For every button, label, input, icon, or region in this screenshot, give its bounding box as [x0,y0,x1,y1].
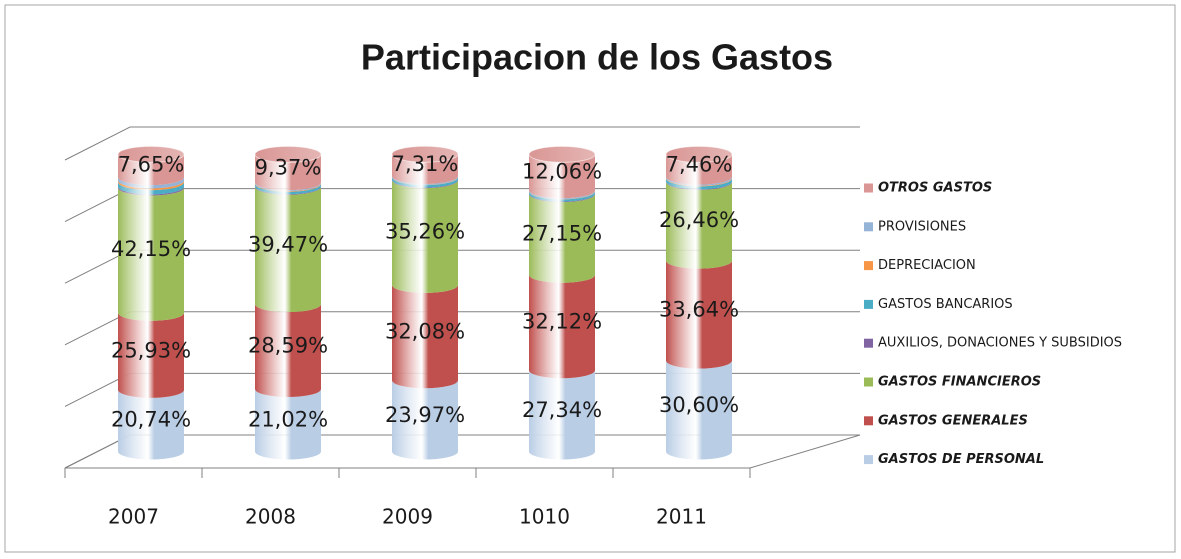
legend-swatch [864,299,873,309]
bar-segment [255,154,321,191]
bar-segment [255,183,321,195]
chart-title: Participacion de los Gastos [361,37,833,78]
legend-swatch [864,222,873,232]
legend-label: GASTOS DE PERSONAL [878,452,1044,467]
bar-segment [666,154,732,185]
legend-swatch [864,377,873,387]
data-label: 32,12% [522,310,602,334]
bar-segment [255,304,321,398]
legend-swatch [864,183,873,193]
legend-swatch [864,455,873,465]
bar-segment [118,177,184,189]
bar-segment [666,260,732,369]
bar-segment [392,284,458,389]
data-label: 7,31% [392,152,459,176]
legend-swatch [864,416,873,426]
data-label: 26,46% [659,208,739,232]
bar-segment [118,180,184,191]
bar-segment [666,178,732,190]
data-label: 12,06% [522,159,602,183]
bar-segment [118,154,184,186]
legend-label: AUXILIOS, DONACIONES Y SUBSIDIOS [878,336,1122,351]
x-tick-label: 1010 [519,505,570,529]
x-tick-label: 2009 [382,505,433,529]
x-tick-label: 2007 [108,505,159,529]
legend-label: PROVISIONES [878,219,966,234]
bar-top [117,145,185,163]
legend-label: GASTOS GENERALES [878,413,1028,428]
data-label: 27,15% [522,221,602,245]
data-label: 7,46% [666,152,733,176]
data-label: 30,60% [659,393,739,417]
bar-segment [666,181,732,269]
x-tick-label: 2011 [656,505,707,529]
data-label: 7,65% [118,153,185,177]
bar-top [391,145,459,163]
data-label: 23,97% [385,403,465,427]
data-label: 28,59% [248,334,328,358]
data-label: 20,74% [111,408,191,432]
data-label: 25,93% [111,338,191,362]
legend-label: GASTOS BANCARIOS [878,297,1013,312]
bar-top [254,145,322,163]
bar-segment [255,186,321,313]
x-tick-label: 2008 [245,505,296,529]
bar-segment [666,360,732,460]
data-label: 21,02% [248,407,328,431]
legend-swatch [864,261,873,271]
bar-segment [529,194,595,283]
bar-segment [529,370,595,460]
legend-label: OTROS GASTOS [878,181,992,196]
bar-segment [529,191,595,202]
legend-swatch [864,338,873,348]
bar-top [665,145,733,163]
bar-segment [529,274,595,379]
data-label: 32,08% [385,320,465,344]
bar-segment [118,187,184,321]
legend-label: DEPRECIACION [878,258,976,273]
data-label: 35,26% [385,220,465,244]
bar-segment [392,180,458,293]
bar-top [528,145,596,163]
bar-segment [392,177,458,188]
floor [64,434,861,469]
bar-segment [118,389,184,460]
data-label: 9,37% [255,155,322,179]
legend-label: GASTOS FINANCIEROS [878,375,1041,390]
bar-segment [392,380,458,460]
data-label: 42,15% [111,237,191,261]
bar-segment [118,182,184,195]
data-label: 39,47% [248,232,328,256]
data-label: 27,34% [522,398,602,422]
bar-segment [255,389,321,460]
data-label: 33,64% [659,298,739,322]
bar-segment [118,312,184,398]
bar-segment [529,154,595,199]
grid-line [64,126,860,161]
